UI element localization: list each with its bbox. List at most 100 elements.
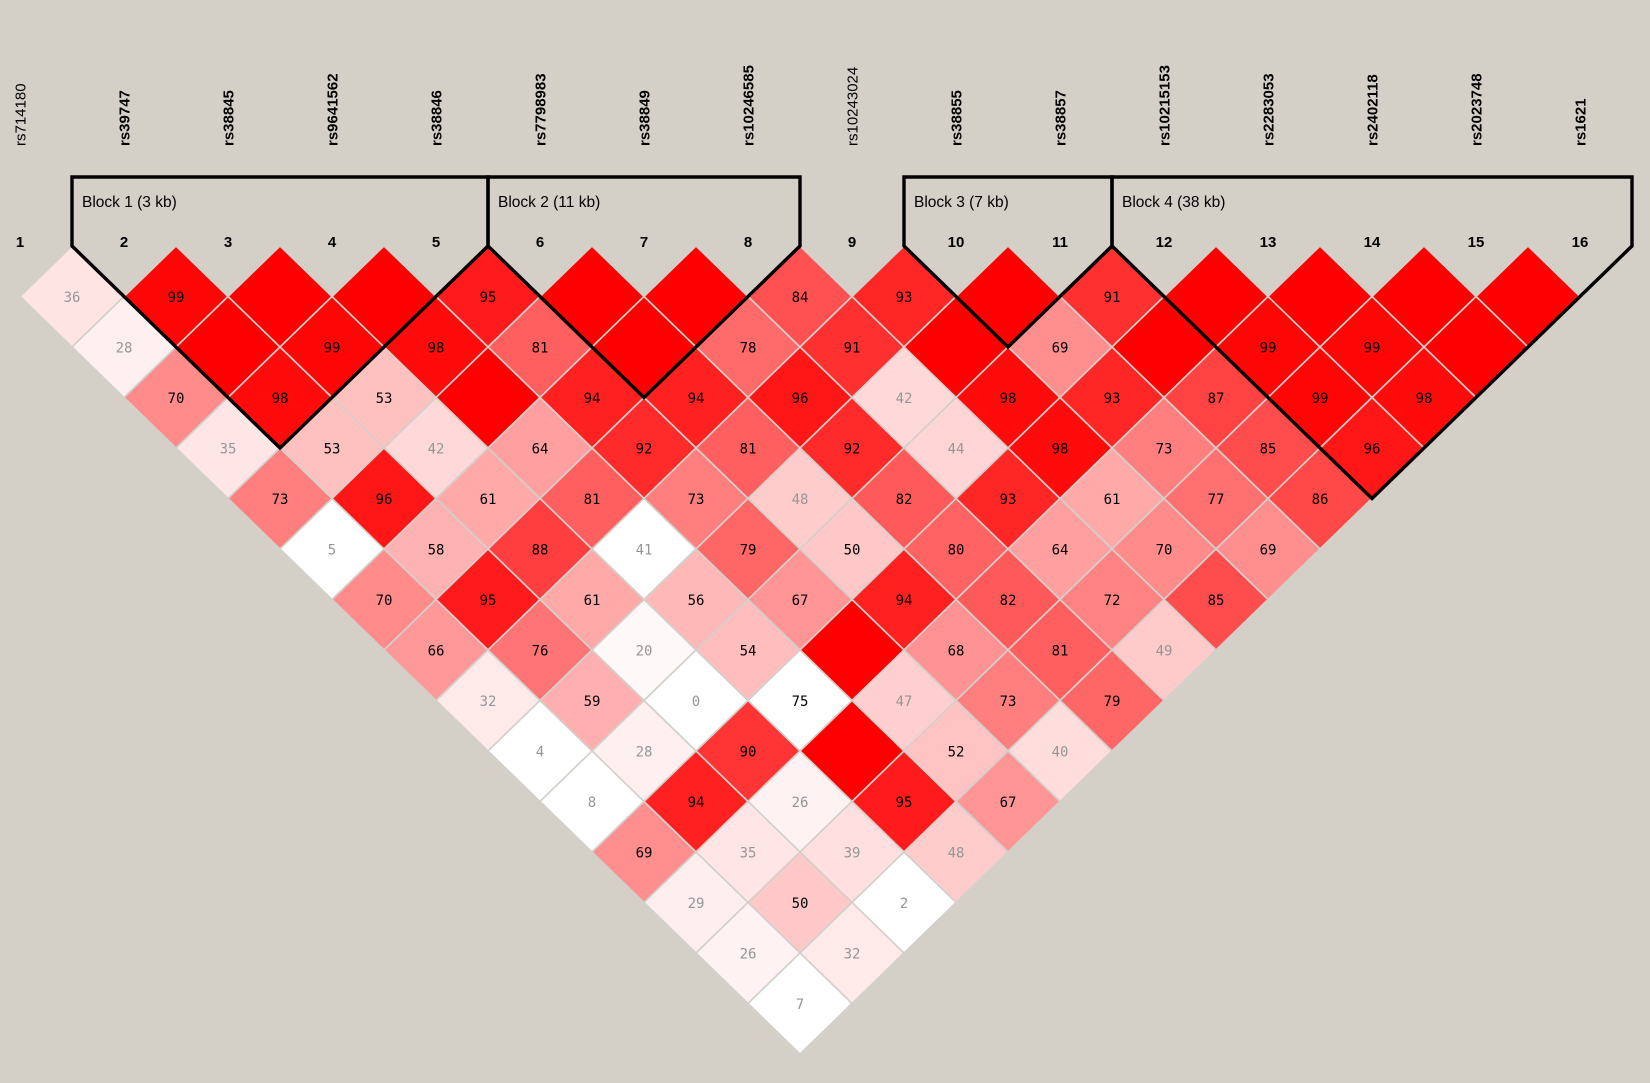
ld-cell-value-11-12: 91 [1104,290,1121,306]
ld-cell-value-2-14: 35 [740,846,757,862]
ld-cell-value-2-13: 94 [688,795,705,811]
ld-cell-value-3-6: 53 [376,391,393,407]
ld-cell-value-9-15: 70 [1156,543,1173,559]
snp-label-rs38857: rs38857 [1053,90,1070,146]
ld-cell-value-6-14: 68 [948,644,965,660]
ld-cell-value-8-10: 91 [844,341,861,357]
ld-cell-value-5-9: 92 [636,442,653,458]
ld-cell-value-3-15: 39 [844,846,861,862]
snp-label-rs9641562: rs9641562 [325,73,342,146]
ld-cell-value-2-11: 59 [584,694,601,710]
ld-cell-value-4-8: 64 [532,442,549,458]
snp-label-rs38846: rs38846 [429,90,446,146]
ld-cell-value-6-12: 50 [844,543,861,559]
ld-cell-value-7-9: 78 [740,341,757,357]
block-label-3: Block 3 (7 kb) [914,194,1009,211]
ld-cell-value-7-13: 80 [948,543,965,559]
block-outlines: Block 1 (3 kb) Block 2 (11 kb) Block 3 (7 … [70,175,1634,501]
ld-cell-value-4-9: 81 [584,492,601,508]
ld-cell-value-5-15: 52 [948,745,965,761]
ld-cell-value-1-6: 73 [272,492,289,508]
ld-cell-value-2-5: 98 [272,391,289,407]
ld-cell-value-3-11: 20 [636,644,653,660]
ld-cell-value-3-7: 42 [428,442,445,458]
snp-label-rs10243024: rs10243024 [845,67,862,146]
ld-cell-value-5-10: 73 [688,492,705,508]
ld-cell-value-2-10: 76 [532,644,549,660]
block-outline-4 [1110,175,1634,501]
snp-number-12: 12 [1156,234,1173,251]
ld-cell-value-6-15: 73 [1000,694,1017,710]
snp-number-4: 4 [328,234,337,251]
ld-cell-value-4-11: 56 [688,593,705,609]
ld-cell-value-8-16: 49 [1156,644,1173,660]
ld-cell-value-1-12: 8 [588,795,596,811]
snp-number-3: 3 [224,234,232,251]
ld-cell-value-5-12: 67 [792,593,809,609]
ld-cell-value-13-16: 98 [1416,391,1433,407]
ld-cell-value-3-9: 88 [532,543,549,559]
snp-label-rs38849: rs38849 [637,90,654,146]
snp-number-8: 8 [744,234,752,251]
block-label-4: Block 4 (38 kb) [1122,194,1225,211]
ld-cell-value-4-12: 54 [740,644,757,660]
ld-cell-value-5-7: 81 [532,341,549,357]
snp-number-1: 1 [16,234,24,251]
ld-cell-value-1-14: 29 [688,896,705,912]
ld-cell-value-1-15: 26 [740,947,757,963]
ld-cell-value-2-12: 28 [636,745,653,761]
ld-cell-1-16[interactable] [746,951,854,1056]
ld-cell-value-10-12: 69 [1052,341,1069,357]
ld-cell-value-12-14: 99 [1260,341,1277,357]
snp-number-14: 14 [1364,234,1381,251]
ld-cell-value-4-15: 95 [896,795,913,811]
ld-cell-value-5-8: 94 [584,391,601,407]
ld-cell-value-2-15: 50 [792,896,809,912]
ld-cell-value-12-15: 99 [1312,391,1329,407]
ld-cell-value-3-12: 0 [692,694,700,710]
ld-cell-value-1-5: 35 [220,442,237,458]
ld-cell-value-10-16: 69 [1260,543,1277,559]
ld-cell-value-1-9: 66 [428,644,445,660]
ld-cell-value-8-12: 44 [948,442,965,458]
ld-cell-value-2-8: 58 [428,543,445,559]
ld-cell-value-1-10: 32 [480,694,497,710]
block-outline-1 [70,175,490,451]
ld-cell-value-6-11: 48 [792,492,809,508]
snp-number-13: 13 [1260,234,1277,251]
ld-cell-value-9-13: 98 [1052,442,1069,458]
ld-cell-value-9-14: 61 [1104,492,1121,508]
ld-cell-value-1-8: 70 [376,593,393,609]
snp-label-rs2023748: rs2023748 [1469,73,1486,146]
ld-cell-value-4-16: 48 [948,846,965,862]
ld-cell-value-2-3: 99 [168,290,185,306]
snp-number-6: 6 [536,234,544,251]
ld-cell-value-1-11: 4 [536,745,544,761]
block-label-2: Block 2 (11 kb) [498,194,600,211]
ld-cell-value-1-2: 36 [64,290,81,306]
snp-label-rs10215153: rs10215153 [1157,65,1174,146]
snp-label-rs1621: rs1621 [1573,98,1590,146]
snp-number-2: 2 [120,234,128,251]
ld-cell-value-7-10: 96 [792,391,809,407]
ld-cell-value-3-10: 61 [584,593,601,609]
snp-number-7: 7 [640,234,648,251]
ld-cell-value-11-16: 86 [1312,492,1329,508]
block-outline-3 [902,175,1114,350]
ld-cell-value-1-16: 7 [796,997,804,1013]
ld-cell-value-10-14: 73 [1156,442,1173,458]
ld-cell-value-9-16: 85 [1208,593,1225,609]
ld-cell-value-10-15: 77 [1208,492,1225,508]
ld-cell-value-8-9: 84 [792,290,809,306]
ld-cell-value-4-10: 41 [636,543,653,559]
ld-cell-value-1-3: 28 [116,341,133,357]
ld-cell-value-7-15: 81 [1052,644,1069,660]
snp-label-rs39747: rs39747 [117,90,134,146]
ld-cell-value-3-8: 61 [480,492,497,508]
ld-cell-value-4-13: 75 [792,694,809,710]
ld-cell-value-1-7: 5 [328,543,336,559]
ld-cell-value-9-12: 98 [1000,391,1017,407]
ld-cell-value-5-11: 79 [740,543,757,559]
ld-cell-value-7-16: 79 [1104,694,1121,710]
